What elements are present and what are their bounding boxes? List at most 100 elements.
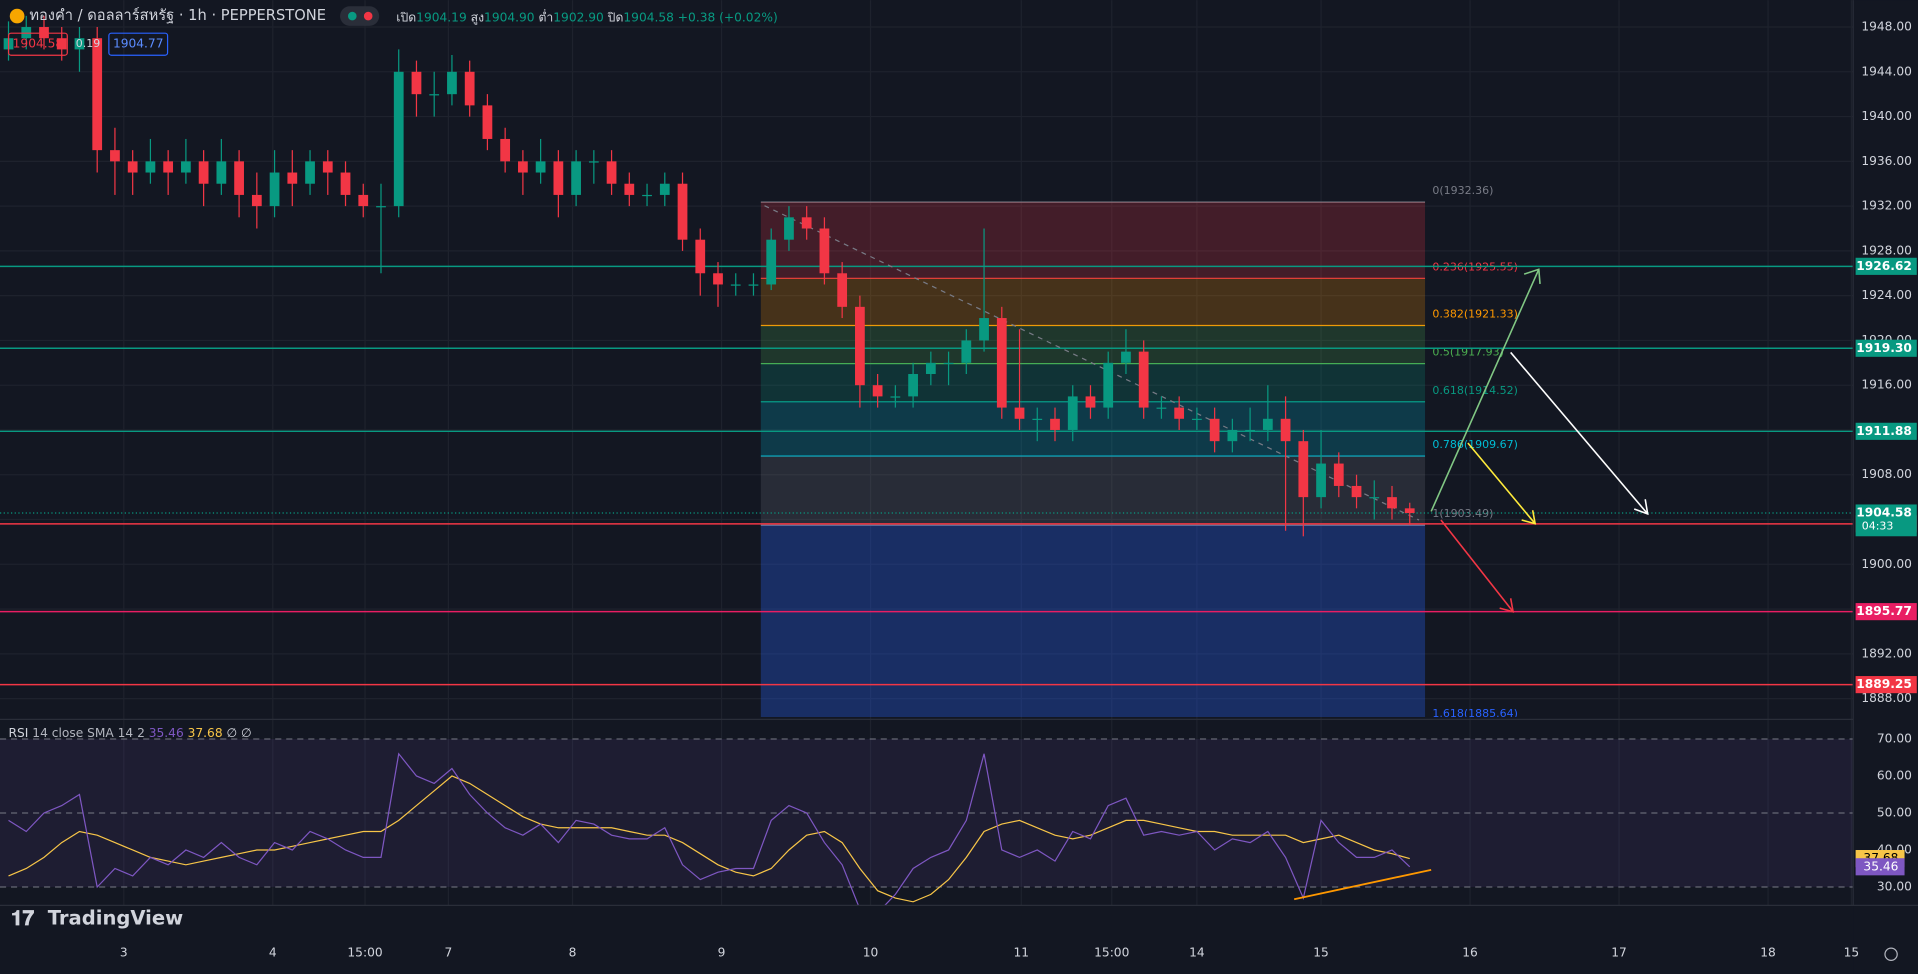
ohlc-label: สูง xyxy=(471,10,484,25)
fib-retracement: 0(1932.36)0.236(1925.55)0.382(1921.33)0.… xyxy=(760,184,1518,720)
status-pill xyxy=(340,6,380,26)
status-dot xyxy=(363,11,373,21)
candle-body xyxy=(74,38,85,50)
candle-body xyxy=(819,228,830,274)
rsi-legend: RSI 14 close SMA 14 2 35.46 37.68 ∅ ∅ xyxy=(9,725,252,739)
level-label: 1919.30 xyxy=(1856,341,1912,355)
x-tick-label: 7 xyxy=(445,946,453,960)
candle-body xyxy=(1085,396,1096,408)
y-tick-label: 1928.00 xyxy=(1861,243,1912,257)
change: +0.38 (+0.02%) xyxy=(678,10,778,24)
fib-label: 0.618(1914.52) xyxy=(1432,384,1518,397)
candles xyxy=(3,15,1415,537)
arrow xyxy=(1467,442,1536,525)
candle-body xyxy=(979,318,989,341)
x-tick-label: 15 xyxy=(1844,946,1860,960)
candle-body xyxy=(393,71,404,207)
candle-body xyxy=(1014,407,1025,419)
rsi-legend-value: 35.46 xyxy=(149,725,184,739)
candle-body xyxy=(784,217,794,240)
candle-body xyxy=(801,217,812,229)
candle-body xyxy=(145,161,156,173)
x-tick-label: 16 xyxy=(1462,946,1478,960)
candle-body xyxy=(1298,441,1309,498)
fib-band xyxy=(760,525,1426,717)
level-label-bg xyxy=(1855,603,1917,621)
candle-body xyxy=(1032,418,1043,421)
watermark: 𝟏𝟕 TradingView xyxy=(11,906,183,930)
candle-body xyxy=(163,161,174,173)
candle-body xyxy=(56,38,67,50)
candle-body xyxy=(571,161,581,195)
bid: 1904.58 xyxy=(13,37,64,51)
candle-body xyxy=(659,183,670,195)
candle-body xyxy=(518,161,528,173)
x-tick-label: 10 xyxy=(863,946,879,960)
x-tick-label: 14 xyxy=(1189,946,1205,960)
candle-body xyxy=(127,161,138,173)
fib-label: 1.618(1885.64) xyxy=(1432,707,1518,720)
candle-body xyxy=(1280,418,1291,442)
candle-body xyxy=(305,161,315,184)
watermark-text: TradingView xyxy=(48,906,184,929)
candle-body xyxy=(1156,407,1167,409)
rsi-tick-label: 60.00 xyxy=(1877,768,1912,782)
candle-body xyxy=(925,362,936,375)
candle-body xyxy=(1316,463,1326,498)
fib-label: 1(1903.49) xyxy=(1432,507,1493,520)
candle-body xyxy=(837,273,848,307)
ohlc: เปิด1904.19 สูง1904.90 ต่ำ1902.90 ปิด190… xyxy=(396,8,777,25)
ohlc-label: เปิด xyxy=(396,10,416,24)
symbol: ทองคำ / ดอลลาร์สหรัฐ · 1h · PEPPERSTONE xyxy=(29,7,326,24)
rsi-tick-label: 30.00 xyxy=(1877,879,1912,893)
candle-body xyxy=(553,161,564,195)
ohlc-label: ต่ำ xyxy=(538,8,553,24)
candle-body xyxy=(1103,362,1114,408)
candle-body xyxy=(411,71,422,95)
candle-body xyxy=(92,38,103,151)
candle-body xyxy=(1138,351,1149,408)
rsi-line xyxy=(8,752,1411,906)
candle-body xyxy=(429,94,440,96)
settings-icon[interactable] xyxy=(1884,947,1898,961)
y-tick-label: 1900.00 xyxy=(1861,557,1912,571)
y-tick-label: 1948.00 xyxy=(1861,20,1912,34)
candle-body xyxy=(234,161,244,195)
ohlc-value: 1904.19 xyxy=(416,10,467,24)
level-label: 1926.62 xyxy=(1856,259,1912,273)
rsi-title: RSI xyxy=(9,725,29,739)
ask: 1904.77 xyxy=(113,37,164,51)
y-tick-label: 1932.00 xyxy=(1861,199,1912,213)
fib-band xyxy=(760,278,1426,326)
rsi-value-bg xyxy=(1855,858,1905,876)
price-axis-bg xyxy=(1853,0,1918,974)
candle-body xyxy=(287,172,298,184)
fib-band xyxy=(760,363,1426,402)
watermark-logo: 𝟏𝟕 xyxy=(11,906,35,930)
arrow xyxy=(1440,519,1514,613)
candle-body xyxy=(1387,497,1397,509)
last-price-bg xyxy=(1855,504,1917,537)
candle-body xyxy=(1227,429,1238,442)
candle-body xyxy=(943,362,954,365)
arrow-head xyxy=(1521,510,1537,525)
level-label-bg xyxy=(1855,676,1917,694)
level-lines xyxy=(0,265,1854,686)
x-tick-label: 15:00 xyxy=(1094,946,1129,960)
level-label: 1895.77 xyxy=(1856,604,1912,618)
header: ทองคำ / ดอลลาร์สหรัฐ · 1h · PEPPERSTONE … xyxy=(7,6,778,56)
arrow xyxy=(1430,268,1540,512)
grid xyxy=(0,0,1854,906)
candle-body xyxy=(606,161,617,184)
candle-body xyxy=(1351,485,1362,498)
candle-body xyxy=(535,161,546,173)
candle-body xyxy=(181,161,191,173)
ask-box xyxy=(108,32,169,56)
candle-body xyxy=(251,194,262,207)
fib-band xyxy=(760,456,1426,526)
fib-band xyxy=(760,401,1426,457)
candle-body xyxy=(1262,418,1273,430)
y-tick-label: 1892.00 xyxy=(1861,646,1912,660)
fib-band xyxy=(760,325,1426,364)
candle-body xyxy=(1174,407,1185,419)
